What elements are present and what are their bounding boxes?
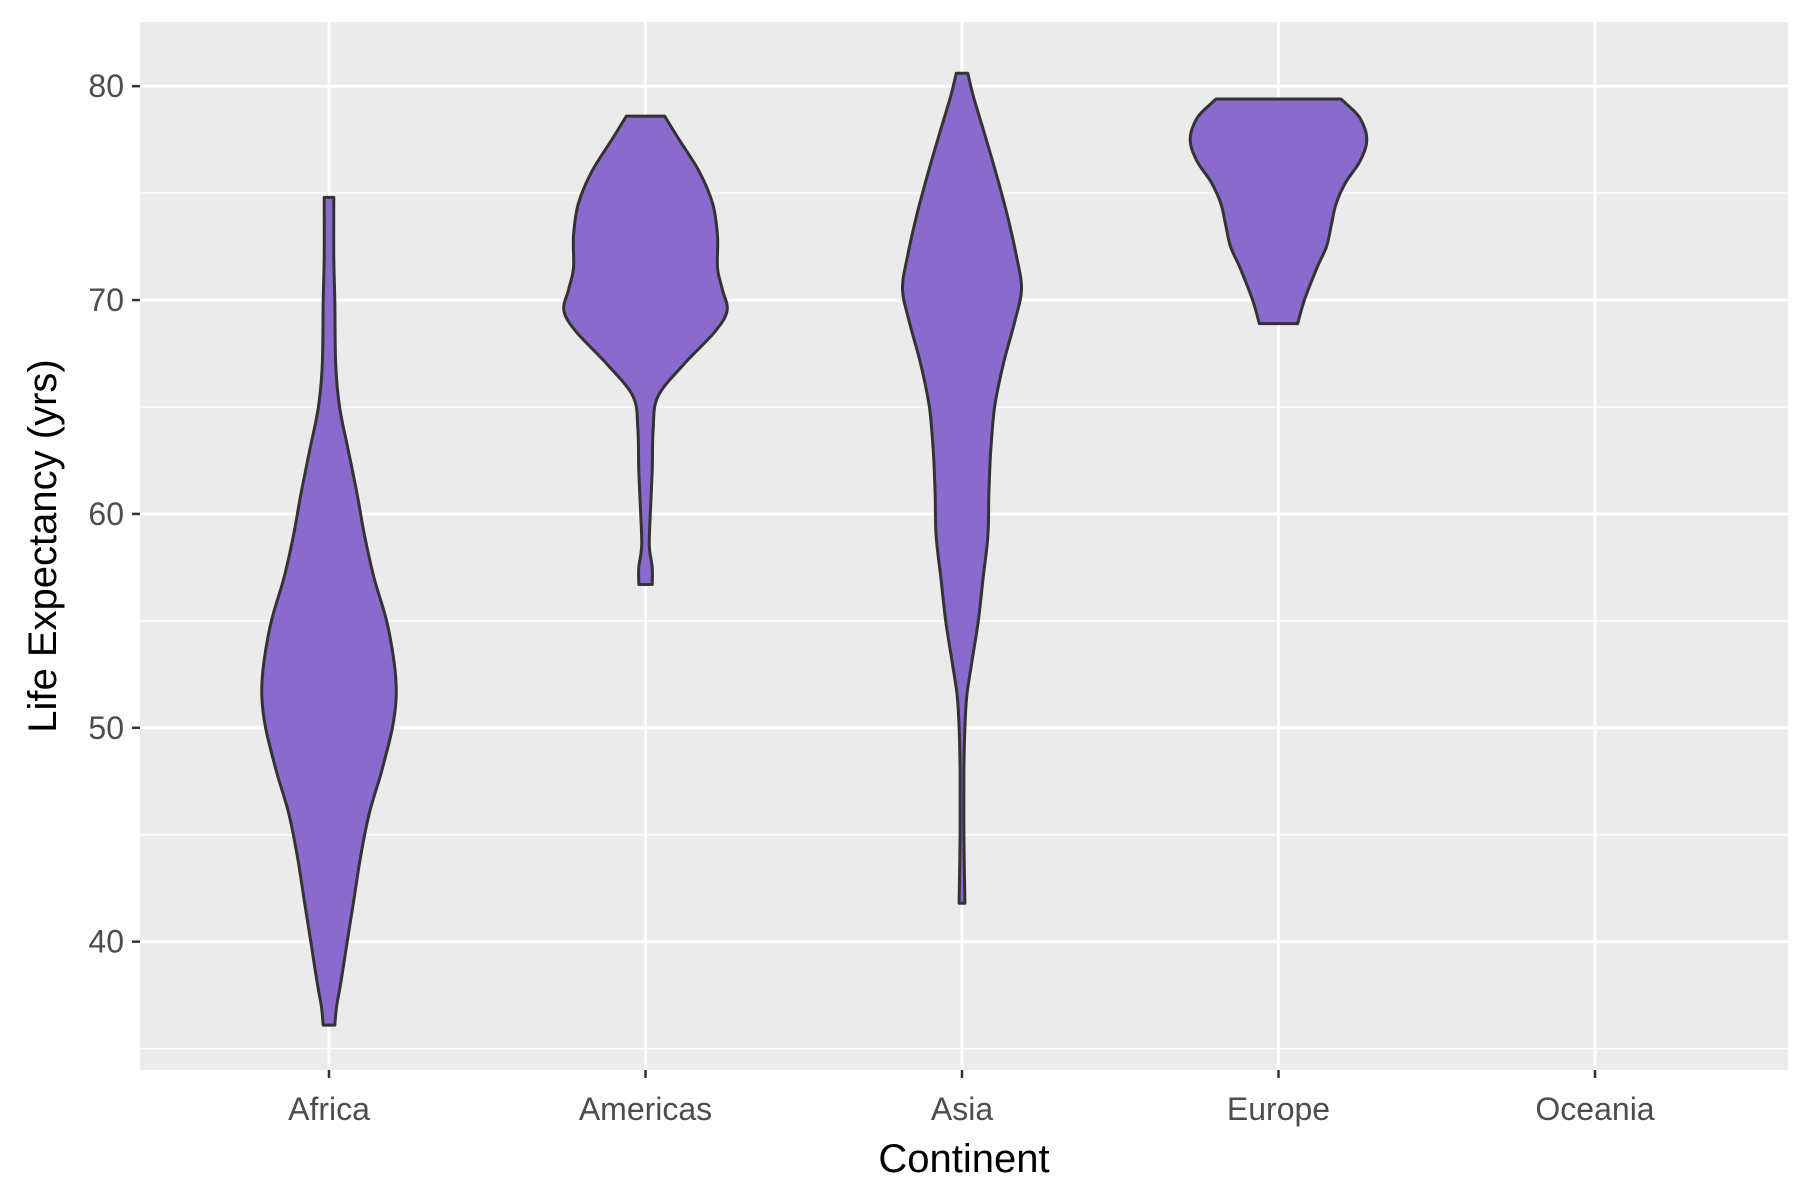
y-axis: 40 50 60 70 80 <box>88 68 140 960</box>
x-tick-label: Oceania <box>1535 1091 1654 1127</box>
y-tick-label: 70 <box>88 282 124 318</box>
y-tick-label: 40 <box>88 924 124 960</box>
violin-americas <box>562 114 729 586</box>
y-tick-label: 50 <box>88 710 124 746</box>
x-tick-label: Asia <box>931 1091 993 1127</box>
x-tick-label: Americas <box>579 1091 712 1127</box>
x-tick-label: Africa <box>288 1091 370 1127</box>
violin-asia <box>900 71 1024 905</box>
violins <box>260 71 1369 1027</box>
x-axis: Africa Americas Asia Europe Oceania <box>288 1070 1655 1127</box>
x-axis-title: Continent <box>878 1137 1049 1181</box>
x-tick-label: Europe <box>1227 1091 1330 1127</box>
y-axis-title: Life Expectancy (yrs) <box>21 359 65 732</box>
violin-africa <box>260 195 398 1027</box>
violin-europe <box>1188 97 1369 326</box>
y-tick-label: 60 <box>88 496 124 532</box>
y-tick-label: 80 <box>88 68 124 104</box>
